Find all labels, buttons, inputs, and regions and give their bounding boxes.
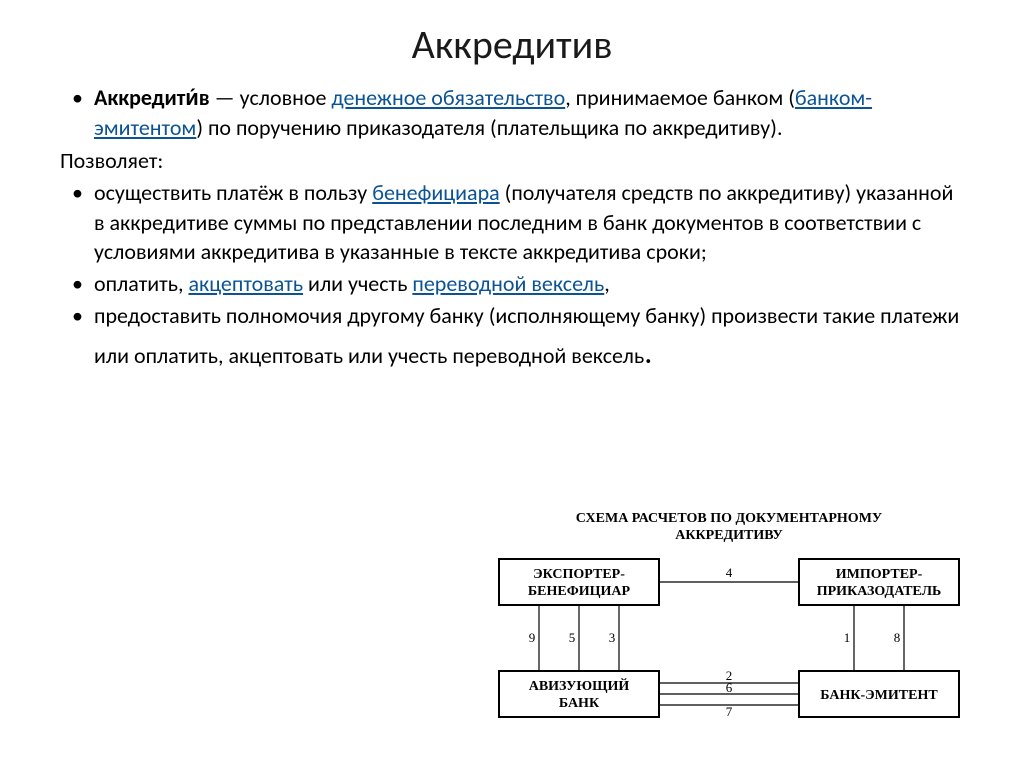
- diagram-svg: ЭКСПОРТЕР- БЕНЕФИЦИАР ИМПОРТЕР- ПРИКАЗОД…: [484, 553, 974, 728]
- list-item: осуществить платёж в пользу бенефициара …: [60, 178, 964, 267]
- text: ,: [604, 270, 610, 297]
- list-item: оплатить, акцептовать или учесть перевод…: [60, 269, 964, 299]
- allows-label: Позволяет:: [60, 146, 964, 176]
- bullet-list: Аккредити́в — условное денежное обязател…: [60, 83, 964, 142]
- list-item: Аккредити́в — условное денежное обязател…: [60, 83, 964, 142]
- edge-label: 4: [726, 565, 733, 580]
- edge-label: 9: [529, 630, 536, 645]
- diagram-title: СХЕМА РАСЧЕТОВ ПО ДОКУМЕНТАРНОМУАККРЕДИТ…: [484, 511, 974, 545]
- text: , принимаемое банком (: [565, 84, 795, 111]
- bullet-list-2: осуществить платёж в пользу бенефициара …: [60, 178, 964, 374]
- edge-label: 6: [726, 680, 733, 695]
- text: осуществить платёж в пользу: [94, 179, 372, 206]
- link-monetary-obligation[interactable]: денежное обязательство: [331, 84, 565, 111]
- link-accept[interactable]: акцептовать: [188, 270, 303, 297]
- text: предоставить полномочия другому банку (и…: [94, 302, 959, 369]
- node-label: ПРИКАЗОДАТЕЛЬ: [817, 584, 942, 599]
- edge-label: 8: [894, 630, 901, 645]
- list-item: предоставить полномочия другому банку (и…: [60, 301, 964, 374]
- edge-label: 5: [569, 630, 576, 645]
- text: ) по поручению приказодателя (плательщик…: [196, 114, 782, 141]
- page-title: Аккредитив: [60, 20, 964, 69]
- node-label: БАНК-ЭМИТЕНТ: [820, 688, 938, 703]
- edge-label: 3: [609, 630, 616, 645]
- text: — условное: [210, 84, 332, 111]
- link-bill-of-exchange[interactable]: переводной вексель: [412, 270, 604, 297]
- node-label: ЭКСПОРТЕР-: [533, 567, 625, 582]
- text: .: [644, 333, 652, 372]
- node-label: БЕНЕФИЦИАР: [528, 584, 631, 599]
- node-label: БАНК: [559, 696, 600, 711]
- link-beneficiary[interactable]: бенефициара: [372, 179, 499, 206]
- node-label: ИМПОРТЕР-: [836, 567, 923, 582]
- edge-label: 1: [844, 630, 851, 645]
- settlement-diagram: СХЕМА РАСЧЕТОВ ПО ДОКУМЕНТАРНОМУАККРЕДИТ…: [484, 511, 974, 731]
- text: оплатить,: [94, 270, 188, 297]
- edge-label: 7: [726, 704, 733, 719]
- text: или учесть: [303, 270, 412, 297]
- term: Аккредити́в: [94, 84, 210, 111]
- node-label: АВИЗУЮЩИЙ: [529, 677, 630, 694]
